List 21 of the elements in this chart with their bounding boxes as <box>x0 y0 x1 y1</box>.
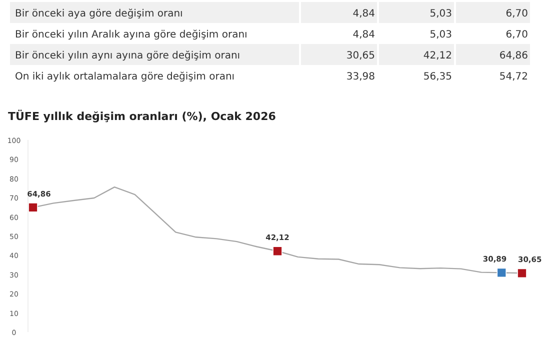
text: 5,03 <box>430 30 452 40</box>
text: 42,12 <box>423 50 452 62</box>
text: On iki aylık ortalamalara göre değişim oranı <box>15 72 235 82</box>
text: Bir önceki aya göre değişim oranı <box>15 8 183 20</box>
point <box>28 202 38 212</box>
point <box>517 268 527 278</box>
text: Bir önceki yılın aynı ayına göre değişim oranı <box>15 50 240 62</box>
text: 6,70 <box>506 8 528 20</box>
point <box>272 246 282 256</box>
text: 5,03 <box>430 8 452 20</box>
text: 54,72 <box>499 72 528 82</box>
text: 64,86 <box>499 50 528 62</box>
text: 33,98 <box>346 72 375 82</box>
text: Bir önceki yılın Aralık ayına göre değişim oranı <box>15 30 248 40</box>
text: 56,35 <box>423 72 452 82</box>
point <box>496 268 506 278</box>
text: 6,70 <box>506 30 528 40</box>
text: 30,65 <box>346 50 375 62</box>
chart-title: TÜFE yıllık değişim oranları (%), Ocak 2026 <box>8 109 276 123</box>
text: 4,84 <box>352 8 375 20</box>
text: 4,84 <box>352 30 375 40</box>
